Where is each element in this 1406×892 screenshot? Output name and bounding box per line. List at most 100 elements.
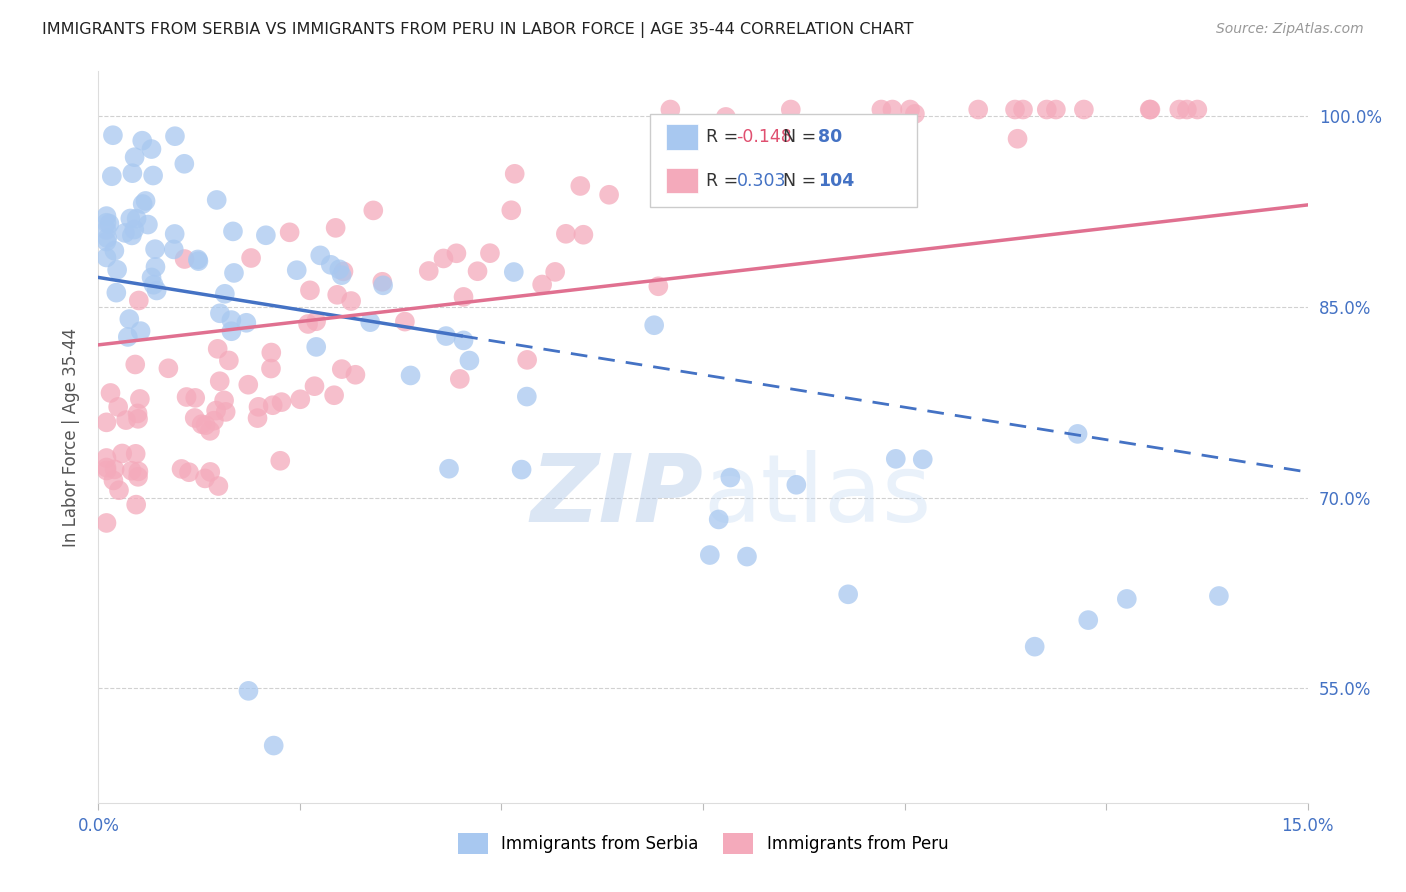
- Point: [222, 266, 245, 280]
- Point: [170, 462, 193, 476]
- Point: [96, 450, 118, 465]
- Point: [121, 464, 143, 478]
- Point: [103, 244, 125, 258]
- Point: [285, 263, 308, 277]
- Point: [135, 194, 157, 208]
- Point: [96, 231, 118, 245]
- Point: [501, 203, 523, 218]
- Point: [328, 262, 350, 277]
- Point: [432, 252, 454, 266]
- Point: [163, 129, 186, 144]
- Point: [297, 317, 319, 331]
- Point: [107, 400, 129, 414]
- Point: [503, 167, 526, 181]
- Point: [458, 353, 481, 368]
- Point: [305, 314, 328, 328]
- Point: [554, 227, 576, 241]
- Point: [246, 411, 269, 425]
- Point: [837, 587, 859, 601]
- Point: [325, 220, 347, 235]
- Point: [1024, 640, 1046, 654]
- Point: [96, 235, 118, 249]
- Point: [309, 248, 332, 262]
- Point: [332, 264, 354, 278]
- Y-axis label: In Labor Force | Age 35-44: In Labor Force | Age 35-44: [62, 327, 80, 547]
- Point: [714, 110, 737, 124]
- Point: [371, 275, 394, 289]
- Point: [1139, 103, 1161, 117]
- Point: [699, 548, 721, 562]
- Point: [434, 329, 457, 343]
- Point: [323, 388, 346, 402]
- Point: [735, 549, 758, 564]
- Point: [278, 225, 301, 239]
- Point: [254, 228, 277, 243]
- Point: [163, 243, 186, 257]
- Point: [101, 128, 124, 143]
- Point: [177, 465, 200, 479]
- Point: [108, 483, 131, 498]
- Point: [399, 368, 422, 383]
- Text: R =: R =: [706, 171, 744, 190]
- Point: [262, 398, 284, 412]
- Text: 104: 104: [818, 171, 855, 190]
- Point: [214, 286, 236, 301]
- Point: [163, 227, 186, 241]
- Point: [516, 390, 538, 404]
- Point: [260, 361, 283, 376]
- Point: [270, 395, 292, 409]
- Point: [105, 262, 128, 277]
- Point: [96, 223, 118, 237]
- Point: [1208, 589, 1230, 603]
- Point: [516, 352, 538, 367]
- Point: [1187, 103, 1209, 117]
- Point: [870, 103, 893, 117]
- Point: [131, 197, 153, 211]
- Point: [128, 392, 150, 406]
- Point: [1175, 103, 1198, 117]
- Point: [904, 107, 927, 121]
- Point: [779, 103, 801, 117]
- Point: [1004, 103, 1026, 117]
- Point: [344, 368, 367, 382]
- Point: [1115, 591, 1137, 606]
- Point: [96, 516, 118, 530]
- Point: [111, 446, 134, 460]
- Text: N =: N =: [783, 128, 823, 146]
- Point: [105, 285, 128, 300]
- Point: [785, 477, 807, 491]
- Point: [1073, 103, 1095, 117]
- Point: [290, 392, 312, 407]
- Point: [238, 684, 260, 698]
- Point: [453, 290, 475, 304]
- Text: atlas: atlas: [703, 450, 931, 541]
- Point: [121, 228, 143, 243]
- Point: [467, 264, 489, 278]
- Point: [260, 345, 283, 359]
- Point: [198, 424, 221, 438]
- Point: [967, 103, 990, 117]
- Text: IMMIGRANTS FROM SERBIA VS IMMIGRANTS FROM PERU IN LABOR FORCE | AGE 35-44 CORREL: IMMIGRANTS FROM SERBIA VS IMMIGRANTS FRO…: [42, 22, 914, 38]
- Point: [569, 178, 592, 193]
- Point: [187, 252, 209, 267]
- Point: [200, 465, 222, 479]
- Point: [371, 278, 394, 293]
- Point: [183, 411, 205, 425]
- Point: [142, 169, 165, 183]
- Point: [96, 209, 118, 223]
- Point: [205, 193, 228, 207]
- Point: [124, 358, 146, 372]
- Point: [269, 454, 291, 468]
- Point: [478, 246, 501, 260]
- Text: Source: ZipAtlas.com: Source: ZipAtlas.com: [1216, 22, 1364, 37]
- Point: [122, 222, 145, 236]
- Point: [882, 103, 904, 117]
- Point: [145, 260, 167, 274]
- Point: [572, 227, 595, 242]
- Text: R =: R =: [706, 128, 744, 146]
- Text: -0.148: -0.148: [737, 128, 792, 146]
- Point: [103, 462, 125, 476]
- Point: [142, 277, 165, 292]
- Point: [650, 156, 672, 170]
- Text: 80: 80: [818, 128, 842, 146]
